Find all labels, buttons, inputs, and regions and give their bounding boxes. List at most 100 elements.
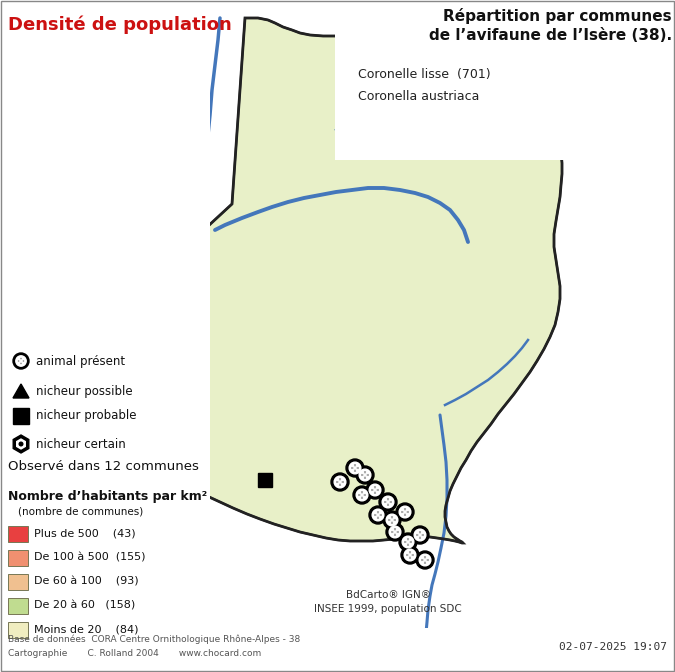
FancyBboxPatch shape	[8, 526, 28, 542]
Circle shape	[389, 521, 391, 523]
Circle shape	[337, 479, 339, 481]
Circle shape	[375, 512, 377, 514]
Circle shape	[379, 493, 397, 511]
Circle shape	[19, 442, 23, 446]
Circle shape	[379, 516, 381, 518]
Circle shape	[414, 529, 426, 541]
Circle shape	[389, 499, 391, 501]
Circle shape	[409, 543, 411, 545]
Circle shape	[22, 358, 24, 360]
FancyBboxPatch shape	[335, 0, 675, 160]
Circle shape	[331, 473, 349, 491]
Circle shape	[386, 514, 398, 526]
Circle shape	[379, 512, 381, 514]
Circle shape	[346, 459, 364, 477]
Circle shape	[366, 481, 384, 499]
Bar	[13, 408, 29, 424]
Circle shape	[405, 539, 407, 541]
Circle shape	[402, 513, 404, 515]
Text: Plus de 500    (43): Plus de 500 (43)	[34, 529, 136, 539]
Circle shape	[392, 529, 394, 531]
Text: de l’avifaune de l’Isère (38).: de l’avifaune de l’Isère (38).	[429, 28, 672, 43]
Text: De 20 à 60   (158): De 20 à 60 (158)	[34, 601, 135, 611]
Circle shape	[359, 469, 371, 481]
Circle shape	[402, 536, 414, 548]
Text: Observé dans 12 communes: Observé dans 12 communes	[8, 460, 199, 473]
Circle shape	[359, 492, 361, 494]
Circle shape	[349, 462, 361, 474]
FancyBboxPatch shape	[0, 0, 210, 672]
Circle shape	[356, 489, 368, 501]
Circle shape	[374, 489, 376, 491]
Circle shape	[363, 496, 365, 498]
Circle shape	[19, 359, 24, 364]
Circle shape	[362, 472, 364, 474]
Circle shape	[341, 483, 343, 485]
Circle shape	[402, 509, 404, 511]
Circle shape	[411, 552, 413, 554]
Circle shape	[417, 536, 419, 538]
Circle shape	[391, 519, 393, 521]
Circle shape	[375, 516, 377, 518]
Circle shape	[396, 503, 414, 521]
Circle shape	[18, 362, 20, 364]
Circle shape	[422, 557, 424, 559]
Circle shape	[407, 541, 409, 543]
Circle shape	[421, 532, 423, 534]
Circle shape	[18, 358, 20, 360]
FancyBboxPatch shape	[8, 598, 28, 614]
Polygon shape	[117, 18, 562, 543]
Circle shape	[389, 526, 401, 538]
Circle shape	[359, 496, 361, 498]
Text: Cartographie       C. Rolland 2004       www.chocard.com: Cartographie C. Rolland 2004 www.chocard…	[8, 649, 261, 658]
Text: nicheur possible: nicheur possible	[36, 384, 132, 398]
Circle shape	[406, 509, 408, 511]
Circle shape	[372, 491, 374, 493]
Circle shape	[356, 466, 374, 484]
Circle shape	[352, 465, 358, 470]
Circle shape	[364, 474, 366, 476]
Circle shape	[373, 487, 378, 493]
Circle shape	[341, 479, 343, 481]
Circle shape	[376, 491, 378, 493]
Circle shape	[407, 556, 409, 558]
Circle shape	[405, 543, 407, 545]
Circle shape	[399, 506, 411, 518]
Bar	[258, 473, 272, 487]
FancyBboxPatch shape	[8, 574, 28, 590]
Circle shape	[411, 556, 413, 558]
Circle shape	[416, 551, 434, 569]
Circle shape	[22, 362, 24, 364]
Circle shape	[369, 506, 387, 524]
Circle shape	[369, 484, 381, 496]
Circle shape	[372, 509, 384, 521]
Circle shape	[401, 546, 419, 564]
Circle shape	[366, 472, 368, 474]
Circle shape	[16, 355, 26, 366]
Circle shape	[389, 517, 395, 523]
Circle shape	[423, 557, 428, 562]
Circle shape	[419, 554, 431, 566]
Circle shape	[372, 487, 374, 489]
Circle shape	[424, 559, 426, 561]
Circle shape	[411, 526, 429, 544]
Circle shape	[417, 532, 423, 538]
Circle shape	[356, 469, 358, 471]
Circle shape	[338, 479, 343, 485]
Circle shape	[421, 536, 423, 538]
Circle shape	[385, 503, 387, 505]
Circle shape	[389, 517, 391, 519]
Text: nicheur certain: nicheur certain	[36, 437, 126, 450]
Text: BdCarto® IGN®: BdCarto® IGN®	[346, 590, 431, 600]
Circle shape	[419, 534, 421, 536]
Text: Coronella austriaca: Coronella austriaca	[358, 90, 479, 103]
Circle shape	[20, 360, 22, 362]
Text: De 100 à 500  (155): De 100 à 500 (155)	[34, 553, 146, 563]
FancyBboxPatch shape	[8, 550, 28, 566]
Circle shape	[394, 531, 396, 533]
Circle shape	[354, 467, 356, 469]
Circle shape	[363, 492, 365, 494]
Circle shape	[386, 523, 404, 541]
Circle shape	[404, 549, 416, 561]
Circle shape	[402, 509, 408, 515]
